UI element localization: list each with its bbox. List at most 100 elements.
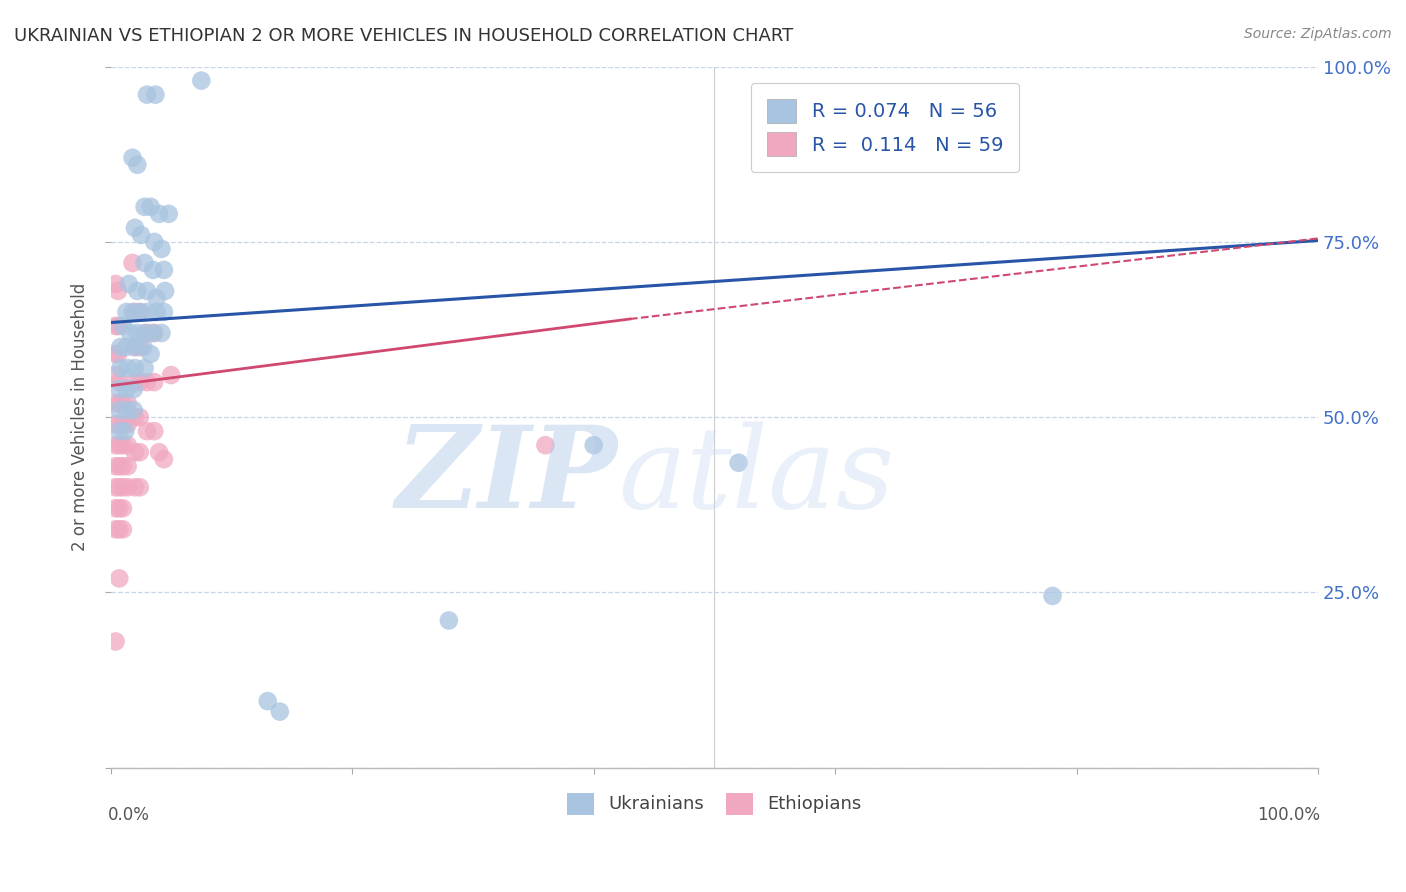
Point — [128, 305, 150, 319]
Point — [134, 200, 156, 214]
Point — [108, 501, 131, 516]
Point — [142, 263, 165, 277]
Point — [143, 326, 166, 340]
Point — [727, 456, 749, 470]
Y-axis label: 2 or more Vehicles in Household: 2 or more Vehicles in Household — [72, 283, 89, 551]
Point — [108, 522, 131, 536]
Point — [107, 284, 129, 298]
Point — [157, 207, 180, 221]
Point — [142, 326, 165, 340]
Point — [117, 438, 139, 452]
Text: 0.0%: 0.0% — [108, 806, 150, 824]
Point — [108, 459, 131, 474]
Text: Source: ZipAtlas.com: Source: ZipAtlas.com — [1244, 27, 1392, 41]
Point — [256, 694, 278, 708]
Point — [108, 375, 131, 389]
Point — [134, 326, 156, 340]
Point — [153, 263, 176, 277]
Point — [129, 227, 152, 242]
Point — [105, 368, 128, 382]
Point — [148, 445, 170, 459]
Point — [104, 634, 127, 648]
Point — [104, 438, 127, 452]
Point — [136, 375, 159, 389]
Point — [124, 410, 146, 425]
Point — [104, 522, 127, 536]
Point — [118, 277, 141, 291]
Point — [111, 522, 134, 536]
Point — [143, 424, 166, 438]
Point — [108, 438, 131, 452]
Point — [124, 375, 146, 389]
Point — [111, 501, 134, 516]
Point — [122, 403, 145, 417]
Point — [437, 614, 460, 628]
Point — [132, 340, 155, 354]
Text: 100.0%: 100.0% — [1257, 806, 1320, 824]
Point — [124, 340, 146, 354]
Point — [136, 326, 159, 340]
Point — [127, 284, 149, 298]
Point — [128, 480, 150, 494]
Point — [134, 256, 156, 270]
Point — [104, 501, 127, 516]
Point — [108, 382, 131, 396]
Point — [153, 305, 176, 319]
Point — [582, 438, 605, 452]
Point — [104, 347, 127, 361]
Point — [150, 326, 173, 340]
Text: ZIP: ZIP — [396, 421, 617, 533]
Point — [117, 480, 139, 494]
Point — [124, 480, 146, 494]
Point — [104, 277, 127, 291]
Point — [139, 347, 162, 361]
Point — [111, 417, 134, 432]
Point — [136, 305, 159, 319]
Point — [115, 403, 138, 417]
Point — [124, 305, 146, 319]
Point — [111, 438, 134, 452]
Point — [122, 382, 145, 396]
Point — [114, 424, 136, 438]
Point — [1042, 589, 1064, 603]
Point — [124, 361, 146, 376]
Point — [107, 318, 129, 333]
Point — [111, 480, 134, 494]
Point — [104, 318, 127, 333]
Point — [124, 220, 146, 235]
Point — [108, 396, 131, 410]
Point — [104, 480, 127, 494]
Text: atlas: atlas — [617, 422, 894, 532]
Point — [108, 417, 131, 432]
Point — [110, 340, 132, 354]
Point — [111, 318, 134, 333]
Text: UKRAINIAN VS ETHIOPIAN 2 OR MORE VEHICLES IN HOUSEHOLD CORRELATION CHART: UKRAINIAN VS ETHIOPIAN 2 OR MORE VEHICLE… — [14, 27, 793, 45]
Point — [534, 438, 557, 452]
Point — [121, 305, 143, 319]
Point — [139, 200, 162, 214]
Point — [121, 151, 143, 165]
Point — [145, 291, 167, 305]
Point — [121, 256, 143, 270]
Point — [127, 158, 149, 172]
Point — [117, 417, 139, 432]
Point — [269, 705, 291, 719]
Point — [128, 305, 150, 319]
Point — [108, 480, 131, 494]
Point — [136, 284, 159, 298]
Point — [108, 571, 131, 585]
Point — [153, 284, 176, 298]
Point — [134, 361, 156, 376]
Point — [120, 326, 142, 340]
Point — [124, 445, 146, 459]
Point — [128, 340, 150, 354]
Point — [104, 396, 127, 410]
Point — [160, 368, 183, 382]
Point — [107, 347, 129, 361]
Point — [115, 340, 138, 354]
Point — [145, 87, 167, 102]
Point — [150, 242, 173, 256]
Point — [117, 459, 139, 474]
Point — [108, 403, 131, 417]
Point — [115, 382, 138, 396]
